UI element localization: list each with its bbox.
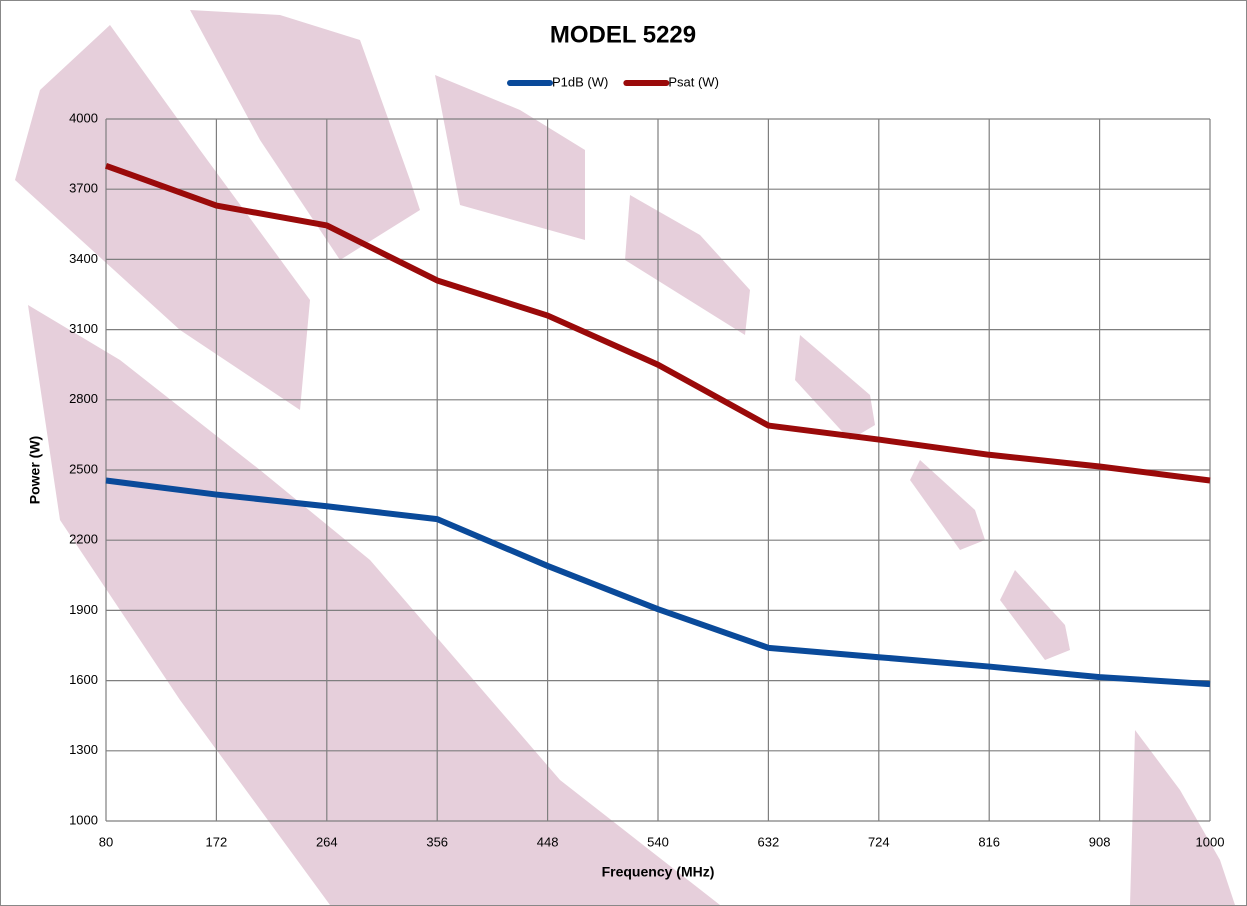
series-line [104,162,1211,484]
y-tick-label: 2200 [69,532,98,547]
x-tick-label: 724 [868,834,890,849]
x-tick-label: 1000 [1196,834,1225,849]
y-tick-label: 3400 [69,251,98,266]
watermark [15,10,1235,905]
x-tick-label: 816 [978,834,1000,849]
y-tick-label: 1000 [69,812,98,827]
series-line [105,477,1211,688]
y-tick-label: 1900 [69,602,98,617]
y-tick-label: 3100 [69,321,98,336]
legend-label: Psat (W) [668,74,719,89]
y-tick-label: 2800 [69,391,98,406]
y-tick-label: 1300 [69,742,98,757]
x-tick-label: 540 [647,834,669,849]
y-axis-label: Power (W) [27,436,43,504]
x-axis-label: Frequency (MHz) [602,864,715,880]
legend-label: P1dB (W) [552,74,608,89]
chart-title: MODEL 5229 [550,21,696,48]
x-tick-label: 172 [206,834,228,849]
x-tick-label: 264 [316,834,338,849]
y-tick-label: 4000 [69,110,98,125]
y-tick-label: 3700 [69,181,98,196]
x-tick-label: 448 [537,834,559,849]
x-tick-label: 80 [99,834,113,849]
x-tick-label: 356 [426,834,448,849]
y-tick-label: 1600 [69,672,98,687]
y-tick-label: 2500 [69,461,98,476]
x-tick-label: 908 [1089,834,1111,849]
x-tick-label: 632 [758,834,780,849]
